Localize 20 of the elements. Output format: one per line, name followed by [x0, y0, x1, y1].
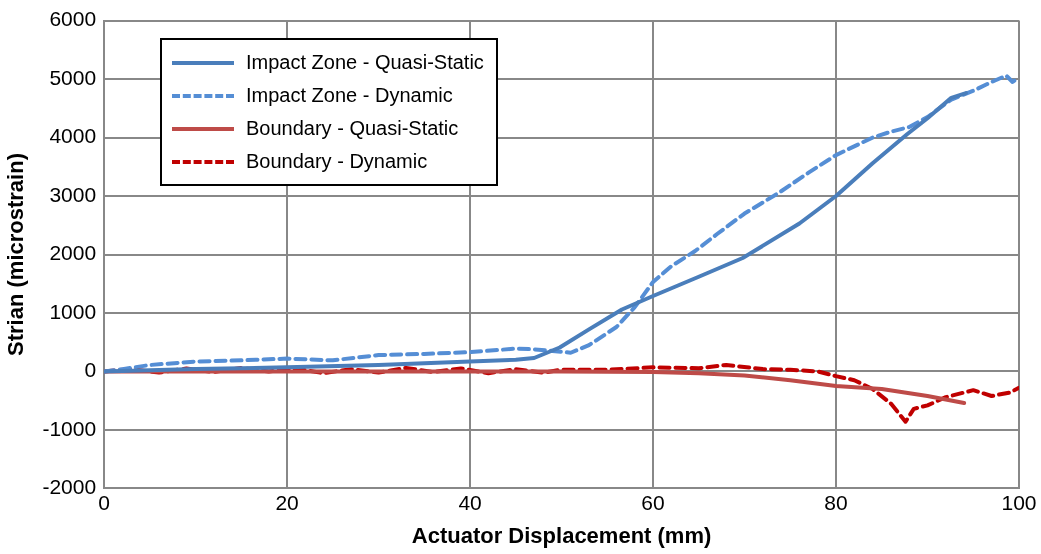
x-axis-title: Actuator Displacement (mm) [411, 522, 712, 548]
legend-label: Impact Zone - Dynamic [246, 84, 453, 107]
y-tick-label: -1000 [42, 416, 97, 440]
x-tick-label: 40 [458, 490, 482, 514]
y-tick-label: 1000 [49, 299, 97, 323]
y-tick-label: 6000 [49, 7, 97, 31]
y-tick-label: 3000 [49, 182, 97, 206]
legend-label: Impact Zone - Quasi-Static [246, 51, 484, 74]
y-tick-label: 2000 [49, 241, 97, 265]
legend-label: Boundary - Dynamic [246, 150, 428, 173]
legend-label: Boundary - Quasi-Static [246, 117, 459, 140]
y-tick-label: 5000 [49, 65, 97, 89]
y-tick-label: -2000 [42, 475, 97, 499]
y-axis-title: Strian (microstrain) [3, 153, 29, 356]
x-tick-label: 20 [275, 490, 299, 514]
x-tick-label: 100 [1001, 490, 1037, 514]
y-tick-label: 4000 [49, 124, 97, 148]
x-tick-label: 80 [824, 490, 848, 514]
x-tick-label: 60 [641, 490, 665, 514]
y-tick-label: 0 [84, 358, 97, 382]
